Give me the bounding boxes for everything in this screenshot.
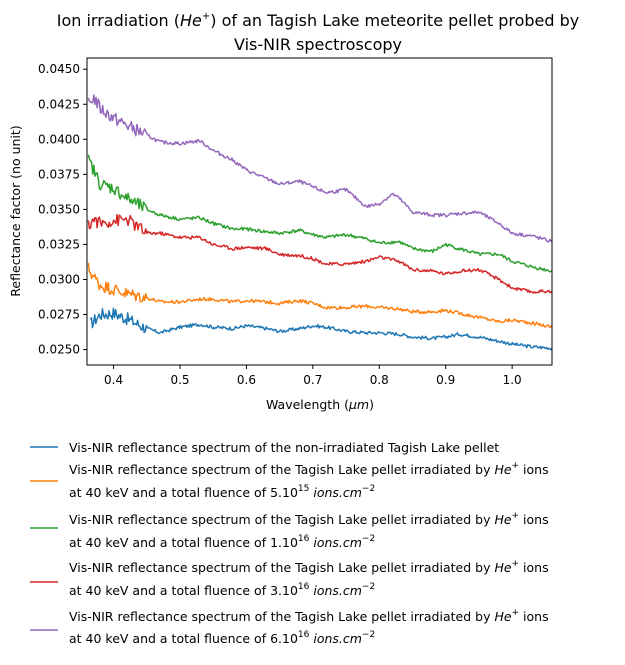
x-tick-label: 0.8 bbox=[370, 373, 389, 387]
legend-label-5-line1: Vis-NIR reflectance spectrum of the Tagi… bbox=[69, 608, 549, 624]
plot-area bbox=[87, 58, 552, 365]
legend-label-4-line2: at 40 keV and a total fluence of 3.1016 … bbox=[69, 582, 375, 598]
y-tick-label: 0.0375 bbox=[38, 167, 80, 181]
x-axis: 0.4 0.5 0.6 0.7 0.8 0.9 1.0 bbox=[104, 365, 522, 387]
x-tick-label: 0.4 bbox=[104, 373, 123, 387]
series-line-4 bbox=[87, 213, 552, 294]
y-tick-label: 0.0250 bbox=[38, 343, 80, 357]
y-tick-label: 0.0325 bbox=[38, 237, 80, 251]
chart-title-line2: Vis-NIR spectroscopy bbox=[234, 35, 402, 54]
legend-label-5-line2: at 40 keV and a total fluence of 6.1016 … bbox=[69, 630, 375, 646]
series-line-3 bbox=[87, 154, 552, 273]
y-tick-label: 0.0450 bbox=[38, 62, 80, 76]
x-tick-label: 0.5 bbox=[170, 373, 189, 387]
series-line-1 bbox=[89, 307, 552, 351]
y-tick-label: 0.0300 bbox=[38, 272, 80, 286]
legend-label-2-line1: Vis-NIR reflectance spectrum of the Tagi… bbox=[69, 461, 549, 477]
x-tick-label: 0.6 bbox=[237, 373, 256, 387]
legend-label-4-line1: Vis-NIR reflectance spectrum of the Tagi… bbox=[69, 559, 549, 575]
plot-frame bbox=[86, 57, 553, 366]
legend: Vis-NIR reflectance spectrum of the non-… bbox=[30, 440, 549, 646]
x-axis-label: Wavelength (μm) bbox=[266, 397, 374, 412]
x-tick-label: 0.7 bbox=[303, 373, 322, 387]
y-tick-label: 0.0275 bbox=[38, 308, 80, 322]
y-tick-label: 0.0400 bbox=[38, 132, 80, 146]
y-tick-label: 0.0350 bbox=[38, 202, 80, 216]
legend-label-1: Vis-NIR reflectance spectrum of the non-… bbox=[69, 440, 499, 455]
series-line-5 bbox=[87, 94, 552, 243]
legend-label-3-line1: Vis-NIR reflectance spectrum of the Tagi… bbox=[69, 511, 549, 527]
x-tick-label: 0.9 bbox=[436, 373, 455, 387]
x-tick-label: 1.0 bbox=[503, 373, 522, 387]
legend-label-3-line2: at 40 keV and a total fluence of 1.1016 … bbox=[69, 534, 375, 550]
y-axis: 0.0250 0.0275 0.0300 0.0325 0.0350 0.0375 0.04… bbox=[38, 62, 87, 357]
series-line-2 bbox=[87, 262, 552, 329]
y-axis-label: Reflectance factor (no unit) bbox=[8, 125, 23, 296]
series-layer bbox=[87, 94, 552, 351]
y-tick-label: 0.0425 bbox=[38, 97, 80, 111]
legend-label-2-line2: at 40 keV and a total fluence of 5.1015 … bbox=[69, 484, 375, 500]
chart-title-line1: Ion irradiation (He+) of an Tagish Lake … bbox=[57, 11, 580, 30]
